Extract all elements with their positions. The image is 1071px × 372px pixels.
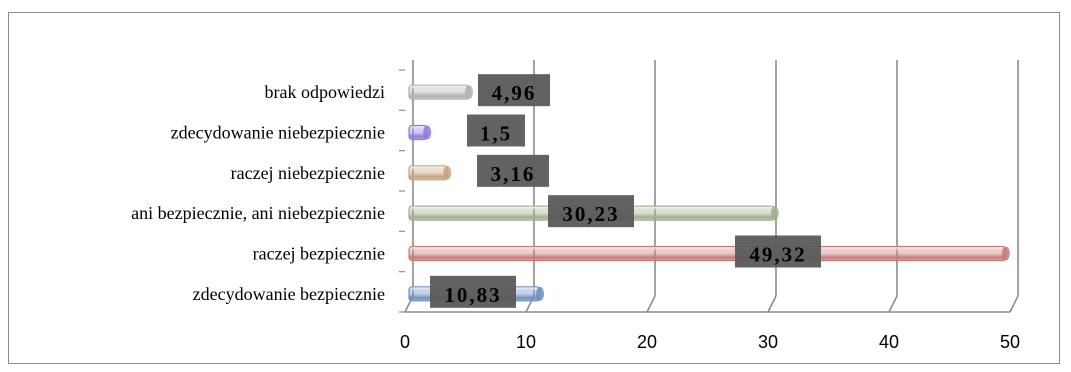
category-label-0: zdecydowanie bezpiecznie (193, 284, 385, 304)
floor-diagonal-4 (889, 296, 897, 312)
data-label-2: 30,23 (562, 202, 619, 226)
bar-cap-1 (1002, 247, 1010, 261)
floor-diagonal-5 (1010, 296, 1018, 312)
bar-cap-2 (771, 206, 779, 220)
x-tick-label-2: 20 (637, 332, 657, 352)
data-label-0: 10,83 (444, 283, 501, 307)
category-label-1: raczej bezpiecznie (253, 244, 385, 264)
category-label-5: brak odpowiedzi (265, 82, 385, 102)
x-tick-label-3: 30 (758, 332, 778, 352)
bar-5 (409, 85, 469, 99)
x-tick-label-1: 10 (516, 332, 536, 352)
category-label-2: ani bezpiecznie, ani niebezpiecznie (131, 203, 385, 223)
data-label-1: 49,32 (749, 243, 806, 267)
bar-1 (409, 247, 1006, 261)
data-label-3: 3,16 (491, 162, 536, 186)
bar-cap-0 (536, 287, 544, 301)
floor-diagonal-3 (768, 296, 776, 312)
data-label-4: 1,5 (480, 122, 512, 146)
bar-3 (409, 166, 447, 180)
x-tick-label-5: 50 (1000, 332, 1020, 352)
x-tick-label-4: 40 (879, 332, 899, 352)
bar-cap-5 (465, 85, 473, 99)
category-label-4: zdecydowanie niebezpiecznie (171, 123, 385, 143)
data-label-5: 4,96 (492, 81, 537, 105)
x-tick-label-0: 0 (400, 332, 410, 352)
floor-diagonal-2 (647, 296, 655, 312)
bar-cap-4 (423, 126, 431, 140)
bar-cap-3 (443, 166, 451, 180)
category-label-3: raczej niebezpiecznie (231, 163, 385, 183)
